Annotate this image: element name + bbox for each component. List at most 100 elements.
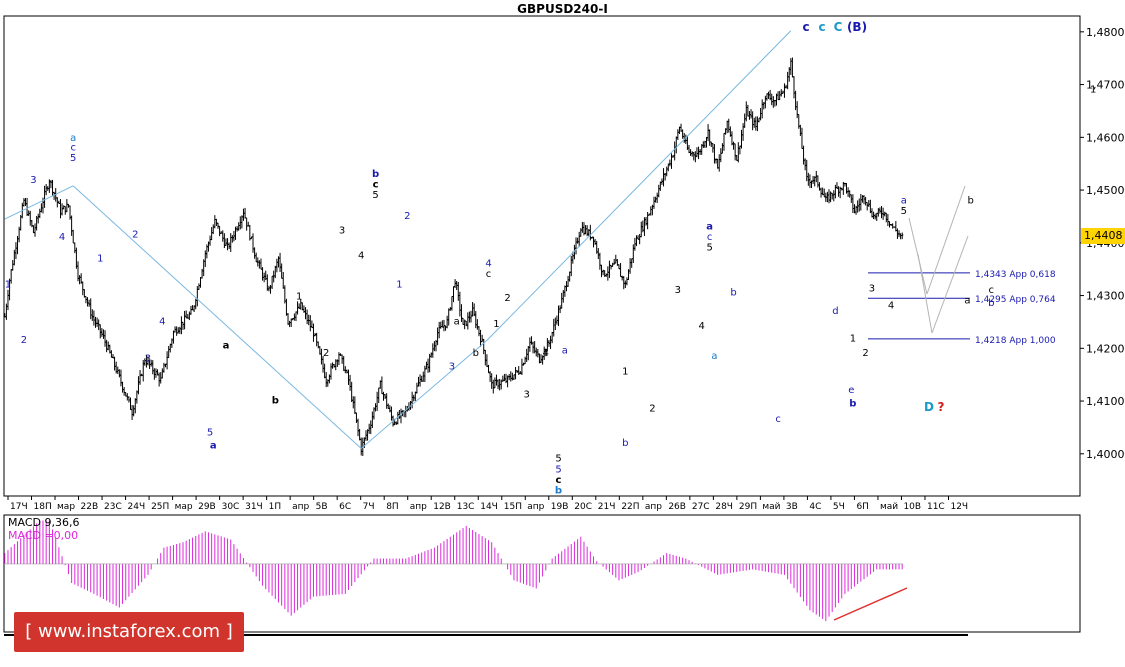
- x-tick-label: апр: [410, 502, 427, 512]
- projection-line: [917, 253, 933, 334]
- x-tick-label: 22В: [81, 502, 99, 512]
- x-tick-label: 17Ч: [10, 502, 28, 512]
- wave-top-label: c: [818, 20, 825, 34]
- x-tick-label: 22П: [621, 502, 639, 512]
- x-tick-label: 11С: [927, 502, 945, 512]
- wave-label: c: [70, 143, 76, 154]
- wave-label: 5: [555, 454, 561, 465]
- x-tick-label: 3В: [786, 502, 798, 512]
- trendline-up-1: [360, 340, 488, 449]
- wave-label: 2: [862, 348, 868, 359]
- x-tick-label: мар: [175, 502, 193, 512]
- wave-label: a: [70, 133, 76, 144]
- wave-label: a: [210, 441, 217, 452]
- wave-label: 4: [543, 348, 549, 359]
- wave-label: c: [373, 179, 379, 190]
- x-tick-label: 10В: [903, 502, 921, 512]
- wave-label: c: [707, 232, 713, 243]
- wave-label: 3: [339, 225, 345, 236]
- wave-label: 3: [145, 353, 151, 364]
- wave-label: 1: [396, 280, 402, 291]
- wave-label: 5: [901, 206, 907, 217]
- wave-label: b: [849, 398, 856, 409]
- wave-label: 1: [5, 280, 11, 291]
- wave-label: c: [775, 414, 781, 425]
- wave-label: b: [473, 348, 479, 359]
- wave-label: b: [622, 438, 628, 449]
- wave-label: 2: [504, 293, 510, 304]
- x-tick-label: апр: [292, 502, 309, 512]
- wave-label: a: [964, 295, 970, 306]
- wave-label: 3: [30, 175, 36, 186]
- wave-top-label: (B): [847, 20, 867, 34]
- watermark-banner: [ www.instaforex.com ]: [14, 612, 244, 652]
- wave-label: 4: [59, 232, 65, 243]
- x-tick-label: 6П: [856, 502, 869, 512]
- x-tick-label: 29П: [739, 502, 757, 512]
- y-tick-label: 1,4100: [1086, 395, 1125, 408]
- wave-label: c: [989, 285, 995, 296]
- x-tick-label: 24Ч: [128, 502, 146, 512]
- current-price-badge: 1,4408: [1081, 228, 1125, 244]
- wave-label: 5: [372, 190, 378, 201]
- wave-label: 4: [699, 321, 705, 332]
- wave-label: d: [832, 306, 838, 317]
- x-tick-label: 14Ч: [480, 502, 498, 512]
- wave-top-label: C: [834, 20, 843, 34]
- wave-label: 5: [70, 153, 76, 164]
- x-tick-label: 15П: [504, 502, 522, 512]
- wave-label: e: [848, 385, 854, 396]
- wave-label: b: [988, 298, 994, 309]
- price-plot-frame: [3, 15, 1081, 497]
- wave-label: 3: [675, 285, 681, 296]
- wave-label: a: [562, 346, 568, 357]
- x-tick-label: май: [880, 502, 898, 512]
- x-tick-label: 26В: [668, 502, 686, 512]
- divergence-line: [833, 587, 908, 621]
- x-tick-label: 5В: [316, 502, 328, 512]
- x-tick-label: апр: [645, 502, 662, 512]
- wave-label: 1: [493, 319, 499, 330]
- wave-label: 4: [358, 251, 364, 262]
- x-tick-label: 20С: [574, 502, 592, 512]
- wave-label: 5: [207, 427, 213, 438]
- wave-label: 2: [323, 348, 329, 359]
- x-tick-label: 19В: [551, 502, 569, 512]
- x-tick-label: 8П: [386, 502, 399, 512]
- y-tick-label: 1,4300: [1086, 290, 1125, 303]
- x-tick-label: 5Ч: [833, 502, 845, 512]
- wave-label: b: [967, 195, 973, 206]
- macd-plot-frame: [3, 514, 1081, 633]
- wave-label: a: [454, 317, 460, 328]
- wave-label: a: [223, 340, 230, 351]
- wave-top-label: c: [802, 20, 809, 34]
- x-tick-label: 30С: [222, 502, 240, 512]
- wave-label: 2: [21, 335, 27, 346]
- trendline-upper-left: [4, 185, 74, 220]
- x-tick-label: 21Ч: [598, 502, 616, 512]
- x-tick-label: 1П: [269, 502, 282, 512]
- x-tick-label: 12Ч: [950, 502, 968, 512]
- y-tick-label: 1,4500: [1086, 184, 1125, 197]
- trendline-up-2: [486, 30, 792, 341]
- wave-label: 2: [132, 230, 138, 241]
- wave-label: 4: [485, 259, 491, 270]
- wave-label: 5: [706, 243, 712, 254]
- wave-label: a: [706, 222, 713, 233]
- wave-label: c: [556, 475, 562, 486]
- wave-label: 1: [850, 333, 856, 344]
- x-tick-label: 13С: [457, 502, 475, 512]
- wave-label: 1: [622, 367, 628, 378]
- x-tick-label: 31Ч: [245, 502, 263, 512]
- x-tick-label: 12В: [433, 502, 451, 512]
- y-tick-label: 1,4700: [1086, 79, 1125, 92]
- macd-value-label: MACD =0,00: [8, 529, 79, 542]
- x-tick-label: 28Ч: [715, 502, 733, 512]
- wave-label: 3: [524, 389, 530, 400]
- x-tick-label: 29В: [198, 502, 216, 512]
- macd-indicator-label: MACD 9,36,6: [8, 516, 80, 529]
- projection-line: [926, 185, 966, 295]
- x-tick-label: 7Ч: [363, 502, 375, 512]
